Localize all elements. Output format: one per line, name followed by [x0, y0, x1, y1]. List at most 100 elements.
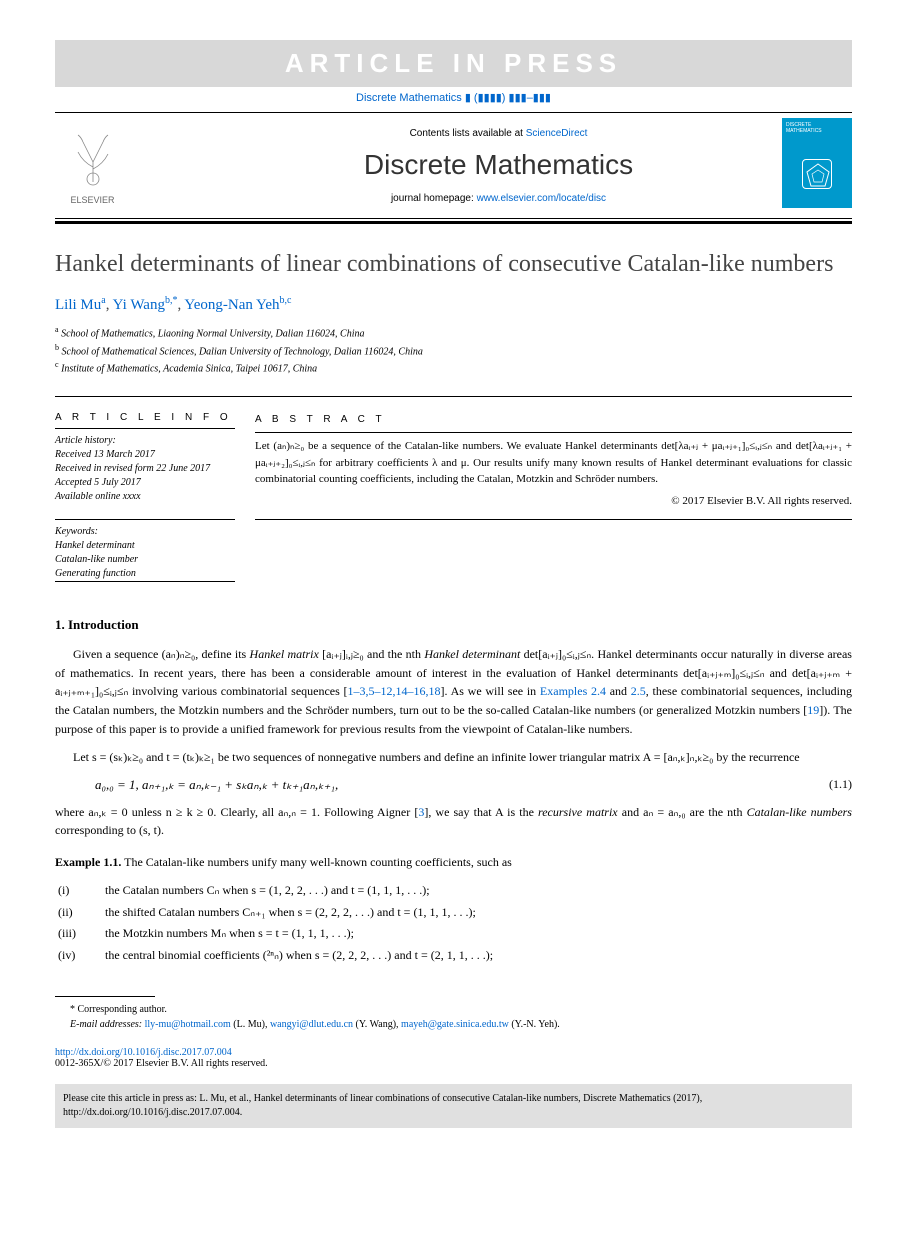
p1-pre: Given a sequence (aₙ)ₙ≥₀, define its	[73, 647, 250, 661]
keywords: Keywords: Hankel determinant Catalan-lik…	[55, 525, 235, 581]
example-item-1: (i) the Catalan numbers Cₙ when s = (1, …	[80, 880, 852, 902]
email-line: E-mail addresses: lly-mu@hotmail.com (L.…	[55, 1017, 852, 1032]
example-1-1-head: Example 1.1. The Catalan-like numbers un…	[55, 855, 852, 870]
author-1[interactable]: Lili Mu	[55, 297, 101, 313]
email-1[interactable]: lly-mu@hotmail.com	[145, 1019, 231, 1030]
example-item-2: (ii) the shifted Catalan numbers Cₙ₊₁ wh…	[80, 902, 852, 924]
journal-header: ELSEVIER Contents lists available at Sci…	[55, 112, 852, 219]
intro-para-2: Let s = (sₖ)ₖ≥₀ and t = (tₖ)ₖ≥₁ be two s…	[55, 748, 852, 767]
section-1-title: 1. Introduction	[55, 617, 852, 633]
publisher-name: ELSEVIER	[70, 195, 114, 205]
affiliation-c: c Institute of Mathematics, Academia Sin…	[55, 359, 852, 376]
p1-and: and	[606, 684, 631, 698]
info-abstract-row: A R T I C L E I N F O Article history: R…	[55, 396, 852, 587]
example-item-3: (iii) the Motzkin numbers Mₙ when s = t …	[80, 923, 852, 945]
header-rule	[55, 221, 852, 224]
issn-copyright: 0012-365X/© 2017 Elsevier B.V. All right…	[55, 1058, 852, 1069]
aff-marker-b: b	[55, 343, 59, 352]
roman-ii: (ii)	[80, 902, 102, 924]
p3-mid2: and aₙ = aₙ,₀ are the nth	[618, 805, 747, 819]
p1-mid1: [aᵢ₊ⱼ]ᵢ,ⱼ≥₀ and the nth	[319, 647, 424, 661]
email-2-name: (Y. Wang)	[356, 1019, 397, 1030]
sciencedirect-link[interactable]: ScienceDirect	[526, 128, 588, 139]
journal-name: Discrete Mathematics	[145, 149, 852, 181]
history-label: Article history:	[55, 434, 235, 448]
author-2-marker: b,*	[165, 295, 178, 306]
abstract-header: A B S T R A C T	[255, 412, 852, 427]
equation-1-1-row: a₀,₀ = 1, aₙ₊₁,ₖ = aₙ,ₖ₋₁ + sₖaₙ,ₖ + tₖ₊…	[55, 777, 852, 793]
aff-text-c: Institute of Mathematics, Academia Sinic…	[61, 363, 317, 374]
keywords-label: Keywords:	[55, 525, 235, 539]
example-item-4: (iv) the central binomial coefficients (…	[80, 945, 852, 967]
email-label: E-mail addresses:	[70, 1019, 142, 1030]
roman-i: (i)	[80, 880, 102, 902]
p1-hankel-det: Hankel determinant	[424, 647, 520, 661]
abstract-text: Let (aₙ)ₙ≥₀ be a sequence of the Catalan…	[255, 438, 852, 488]
elsevier-tree-icon	[63, 127, 123, 195]
keyword-2: Catalan-like number	[55, 553, 235, 567]
info-rule-2	[55, 519, 235, 520]
keyword-1: Hankel determinant	[55, 539, 235, 553]
item-3-text: the Motzkin numbers Mₙ when s = t = (1, …	[105, 926, 354, 940]
intro-para-3: where aₙ,ₖ = 0 unless n ≥ k ≥ 0. Clearly…	[55, 803, 852, 840]
affiliation-b: b School of Mathematical Sciences, Dalia…	[55, 342, 852, 359]
article-info-column: A R T I C L E I N F O Article history: R…	[55, 412, 255, 587]
corresponding-author: * Corresponding author.	[55, 1002, 852, 1017]
p3-recursive-matrix: recursive matrix	[538, 805, 618, 819]
p3-mid: ], we say that A is the	[424, 805, 538, 819]
example-2-4-link[interactable]: Examples 2.4	[540, 684, 606, 698]
roman-iv: (iv)	[80, 945, 102, 967]
citation-hint: Discrete Mathematics ▮ (▮▮▮▮) ▮▮▮–▮▮▮	[55, 91, 852, 104]
example-1-1-intro: The Catalan-like numbers unify many well…	[124, 855, 512, 869]
refs-group-1[interactable]: 1–3,5–12,14–16,18	[348, 684, 441, 698]
email-1-name: (L. Mu)	[233, 1019, 265, 1030]
example-1-1-label: Example 1.1.	[55, 855, 121, 869]
item-1-text: the Catalan numbers Cₙ when s = (1, 2, 2…	[105, 883, 430, 897]
history-revised: Received in revised form 22 June 2017	[55, 462, 235, 476]
ref-19-link[interactable]: 19	[807, 703, 819, 717]
intro-para-1: Given a sequence (aₙ)ₙ≥₀, define its Han…	[55, 645, 852, 738]
author-3[interactable]: Yeong-Nan Yeh	[184, 297, 279, 313]
email-2[interactable]: wangyi@dlut.edu.cn	[270, 1019, 353, 1030]
doi-link[interactable]: http://dx.doi.org/10.1016/j.disc.2017.07…	[55, 1047, 852, 1058]
example-2-5-link[interactable]: 2.5	[631, 684, 646, 698]
aff-marker-c: c	[55, 360, 59, 369]
homepage-link[interactable]: www.elsevier.com/locate/disc	[477, 193, 607, 204]
history-online: Available online xxxx	[55, 490, 235, 504]
contents-line: Contents lists available at ScienceDirec…	[145, 128, 852, 139]
example-list: (i) the Catalan numbers Cₙ when s = (1, …	[55, 880, 852, 966]
author-3-marker: b,c	[280, 295, 292, 306]
email-3[interactable]: mayeh@gate.sinica.edu.tw	[401, 1019, 509, 1030]
p3-catalan-like: Catalan-like numbers	[747, 805, 852, 819]
info-rule-1	[55, 428, 235, 429]
doi-block: http://dx.doi.org/10.1016/j.disc.2017.07…	[55, 1047, 852, 1069]
item-2-text: the shifted Catalan numbers Cₙ₊₁ when s …	[105, 905, 476, 919]
aff-text-b: School of Mathematical Sciences, Dalian …	[62, 346, 423, 357]
equation-1-1-number: (1.1)	[829, 777, 852, 792]
aff-marker-a: a	[55, 325, 59, 334]
authors-line: Lili Mua, Yi Wangb,*, Yeong-Nan Yehb,c	[55, 295, 852, 314]
info-rule-3	[55, 581, 235, 582]
footnote-rule	[55, 996, 155, 997]
homepage-line: journal homepage: www.elsevier.com/locat…	[145, 193, 852, 204]
email-3-name: (Y.-N. Yeh)	[511, 1019, 557, 1030]
p1-mid3: ]. As we will see in	[441, 684, 540, 698]
roman-iii: (iii)	[80, 923, 102, 945]
elsevier-logo: ELSEVIER	[55, 123, 130, 208]
aff-text-a: School of Mathematics, Liaoning Normal U…	[61, 329, 364, 340]
cite-box: Please cite this article in press as: L.…	[55, 1084, 852, 1128]
article-title: Hankel determinants of linear combinatio…	[55, 249, 852, 280]
p3-pre: where aₙ,ₖ = 0 unless n ≥ k ≥ 0. Clearly…	[55, 805, 418, 819]
p1-hankel-matrix: Hankel matrix	[250, 647, 319, 661]
homepage-prefix: journal homepage:	[391, 193, 477, 204]
history-accepted: Accepted 5 July 2017	[55, 476, 235, 490]
cover-pentagon-icon	[802, 159, 832, 189]
abstract-rule-bottom	[255, 519, 852, 520]
equation-1-1: a₀,₀ = 1, aₙ₊₁,ₖ = aₙ,ₖ₋₁ + sₖaₙ,ₖ + tₖ₊…	[55, 777, 829, 793]
abstract-copyright: © 2017 Elsevier B.V. All rights reserved…	[255, 493, 852, 510]
author-2[interactable]: Yi Wang	[113, 297, 165, 313]
contents-prefix: Contents lists available at	[410, 128, 526, 139]
info-header: A R T I C L E I N F O	[55, 412, 235, 423]
abstract-column: A B S T R A C T Let (aₙ)ₙ≥₀ be a sequenc…	[255, 412, 852, 587]
p3-end: corresponding to (s, t).	[55, 823, 164, 837]
